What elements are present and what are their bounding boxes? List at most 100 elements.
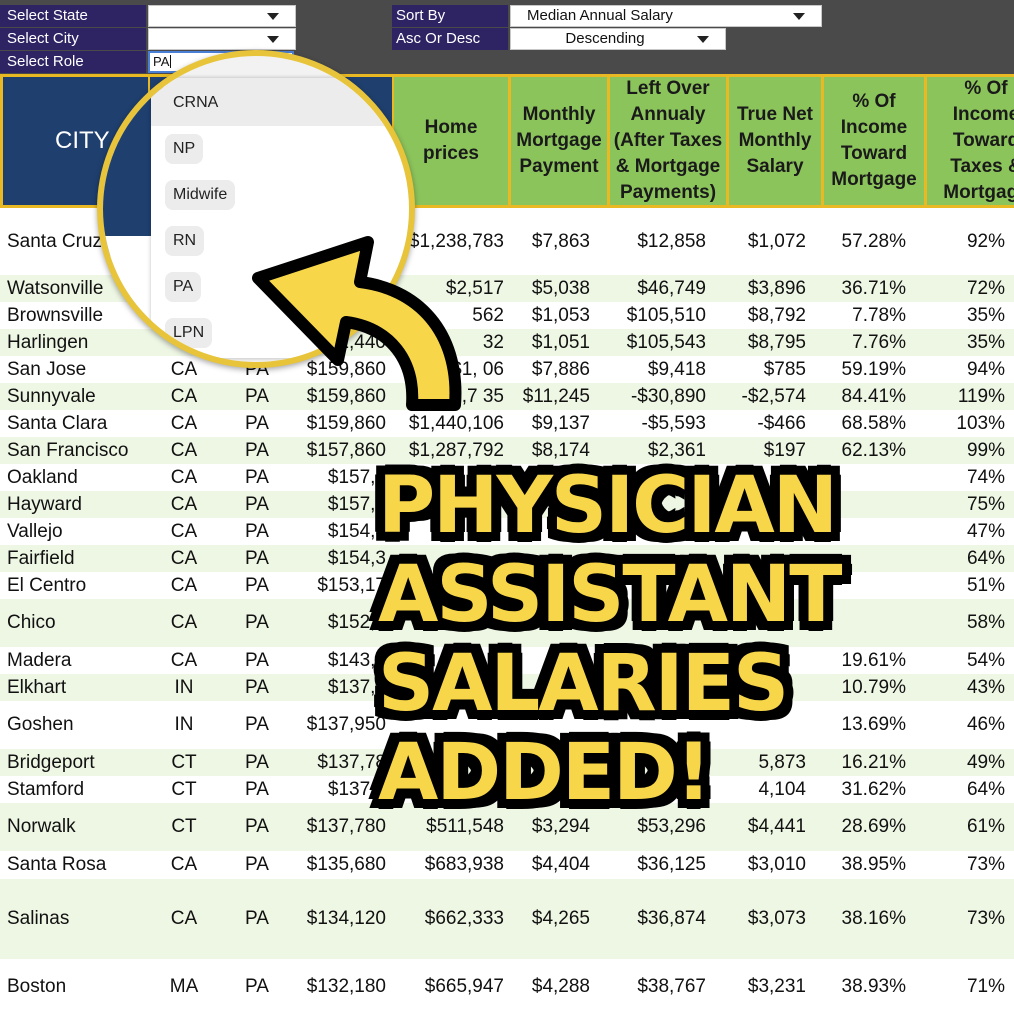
role-option-lpn[interactable]: LPN	[165, 318, 213, 348]
cell-city[interactable]: Santa Cruz	[7, 230, 103, 252]
cell-net[interactable]: $785	[763, 358, 806, 380]
cell-state[interactable]: CA	[170, 439, 198, 461]
cell-income[interactable]: 57.28%	[841, 230, 906, 252]
cell-city[interactable]: Oakland	[7, 466, 78, 488]
cell-city[interactable]: San Francisco	[7, 439, 129, 461]
cell-home[interactable]: $683,938	[424, 854, 504, 875]
cell-left[interactable]: $9,418	[647, 358, 706, 380]
cell-city[interactable]: Vallejo	[7, 520, 63, 542]
cell-salary[interactable]: $153,17	[317, 574, 386, 596]
cell-net[interactable]: $1,072	[747, 230, 806, 252]
cell-city[interactable]: San Jose	[7, 358, 87, 380]
cell-role[interactable]: PA	[245, 547, 269, 569]
cell-state[interactable]: CA	[170, 520, 198, 542]
cell-mortgage[interactable]: $7,863	[531, 230, 590, 252]
cell-mortgage[interactable]: $8,174	[531, 439, 590, 461]
cell-city[interactable]: Chico	[7, 612, 56, 633]
cell-taxes[interactable]: 35%	[966, 331, 1005, 353]
cell-mortgage[interactable]: $3,294	[531, 816, 590, 837]
role-option-crna[interactable]: CRNA	[165, 88, 227, 118]
cell-state[interactable]: CA	[170, 358, 198, 380]
cell-salary[interactable]: $135,680	[306, 854, 386, 875]
cell-state[interactable]: CA	[170, 412, 198, 434]
cell-city[interactable]: Bridgeport	[7, 751, 95, 773]
cell-net[interactable]: $8,792	[747, 304, 806, 326]
cell-salary[interactable]: $137,7	[327, 778, 386, 800]
cell-salary[interactable]: $137,9	[327, 676, 386, 698]
column-header-monthly-mortgage[interactable]: Monthly Mortgage Payment	[511, 77, 607, 205]
cell-income[interactable]: 28.69%	[841, 816, 906, 837]
column-header-taxes-mortgage[interactable]: % Of Income Toward Taxes & Mortgage	[927, 77, 1014, 205]
cell-mortgage[interactable]: $5,038	[531, 277, 590, 299]
cell-net[interactable]: 4,104	[758, 778, 806, 800]
cell-income[interactable]: 36.71%	[841, 277, 906, 299]
cell-state[interactable]: CA	[170, 574, 198, 596]
cell-income[interactable]: 16.21%	[841, 751, 906, 773]
cell-income[interactable]: 10.79%	[841, 676, 906, 698]
cell-taxes[interactable]: 72%	[966, 277, 1005, 299]
cell-state[interactable]: IN	[174, 676, 194, 698]
cell-taxes[interactable]: 74%	[966, 466, 1005, 488]
cell-role[interactable]: PA	[245, 493, 269, 515]
cell-home[interactable]: $1,238,783	[408, 230, 504, 252]
cell-state[interactable]: CT	[171, 778, 197, 800]
cell-home[interactable]: 562	[472, 304, 504, 326]
table-row[interactable]: Brownsville 562 $1,053 $105,510 $8,792 7.78% 3…	[0, 302, 1014, 329]
cell-role[interactable]: PA	[245, 439, 269, 461]
table-row[interactable]: Hayward CA PA $157,8 75%	[0, 491, 1014, 518]
cell-state[interactable]: CA	[170, 547, 198, 569]
table-row[interactable]: Norwalk CT PA $137,780 $511,548 $3,294 $53,296…	[0, 803, 1014, 851]
cell-role[interactable]: PA	[245, 612, 269, 633]
cell-taxes[interactable]: 99%	[966, 439, 1005, 461]
table-row[interactable]: San Jose CA PA $159,860 $1, 06 $7,886 $9,418 $7…	[0, 356, 1014, 383]
cell-net[interactable]: 5,873	[758, 751, 806, 773]
table-row[interactable]: Fairfield CA PA $154,3 64%	[0, 545, 1014, 572]
cell-net[interactable]: $3,073	[747, 908, 806, 929]
role-option-midwife[interactable]: Midwife	[165, 180, 236, 210]
cell-state[interactable]: CA	[170, 466, 198, 488]
cell-home[interactable]: $511,548	[426, 816, 504, 837]
table-row[interactable]: Santa Clara CA PA $159,860 $1,440,106 $9,137 -…	[0, 410, 1014, 437]
cell-salary[interactable]: $159,860	[306, 385, 386, 407]
cell-home[interactable]: $1,287,792	[408, 439, 504, 461]
cell-city[interactable]: Santa Clara	[7, 412, 108, 434]
cell-salary[interactable]: $159,860	[306, 412, 386, 434]
table-row[interactable]: Chico CA PA $152,4 58%	[0, 599, 1014, 647]
cell-role[interactable]: PA	[245, 751, 269, 773]
cell-home[interactable]: $665,947	[424, 975, 504, 997]
cell-mortgage[interactable]: $4,265	[531, 908, 590, 929]
cell-role[interactable]: PA	[245, 714, 269, 735]
cell-income[interactable]: 7.78%	[852, 304, 906, 326]
cell-city[interactable]: Salinas	[7, 908, 70, 929]
cell-left[interactable]: $105,510	[626, 304, 706, 326]
cell-role[interactable]: PA	[245, 385, 269, 407]
cell-mortgage[interactable]: $4,288	[531, 975, 590, 997]
table-row[interactable]: Santa Rosa CA PA $135,680 $683,938 $4,404 $36,…	[0, 851, 1014, 879]
cell-role[interactable]: PA	[245, 520, 269, 542]
cell-salary[interactable]: $143,8	[327, 649, 386, 671]
cell-income[interactable]: 84.41%	[841, 385, 906, 407]
role-option-np[interactable]: NP	[165, 134, 204, 164]
cell-city[interactable]: Goshen	[7, 714, 74, 735]
cell-salary[interactable]: $132,180	[306, 975, 386, 997]
cell-role[interactable]: PA	[245, 412, 269, 434]
cell-taxes[interactable]: 49%	[966, 751, 1005, 773]
table-row[interactable]: Santa Cruz $1,238,783 $7,863 $12,858 $1,072 5…	[0, 208, 1014, 275]
role-option-pa[interactable]: PA	[165, 272, 202, 302]
cell-state[interactable]: CA	[170, 385, 198, 407]
cell-city[interactable]: Watsonville	[7, 277, 104, 299]
cell-left[interactable]: $53,296	[637, 816, 706, 837]
cell-income[interactable]: 13.69%	[841, 714, 906, 735]
cell-mortgage[interactable]: $9,137	[531, 412, 590, 434]
cell-net[interactable]: $3,231	[747, 975, 806, 997]
cell-left[interactable]: $105,543	[626, 331, 706, 353]
table-row[interactable]: Boston MA PA $132,180 $665,947 $4,288 $38,767 $…	[0, 959, 1014, 1014]
cell-home[interactable]: $2,517	[445, 277, 504, 299]
cell-taxes[interactable]: 71%	[966, 975, 1005, 997]
table-row[interactable]: Madera CA PA $143,8 19.61% 54%	[0, 647, 1014, 674]
cell-role[interactable]: PA	[245, 975, 269, 997]
cell-left[interactable]: $46,749	[637, 277, 706, 299]
cell-city[interactable]: Norwalk	[7, 816, 76, 837]
cell-role[interactable]: PA	[245, 908, 269, 929]
cell-state[interactable]: CA	[170, 649, 198, 671]
